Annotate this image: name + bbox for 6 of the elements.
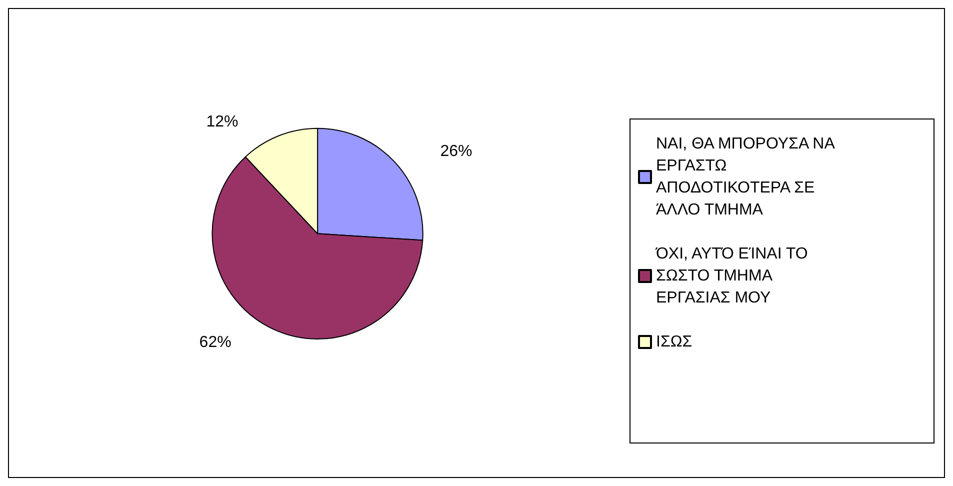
legend-label: ΙΣΩΣ <box>656 334 692 350</box>
data-label: 12% <box>206 113 238 130</box>
legend-label: ΝΑΙ, ΘΑ ΜΠΟΡΟΥΣΑ ΝΑ ΕΡΓΑΣΤΩ ΑΠΟΔΟΤΙΚΟΤΕΡΑ ΣΕ ΆΛΛΟ ΤΜΗΜΑ <box>656 136 838 218</box>
data-label: 26% <box>440 142 472 160</box>
legend-label: ΌΧΙ, ΑΥΤΌ ΕΊΝΑΙ ΤΟ ΣΩΣΤΟ ΤΜΗΜΑ ΕΡΓΑΣΙΑΣ ΜΟΥ <box>655 246 812 306</box>
data-label: 62% <box>199 334 232 351</box>
